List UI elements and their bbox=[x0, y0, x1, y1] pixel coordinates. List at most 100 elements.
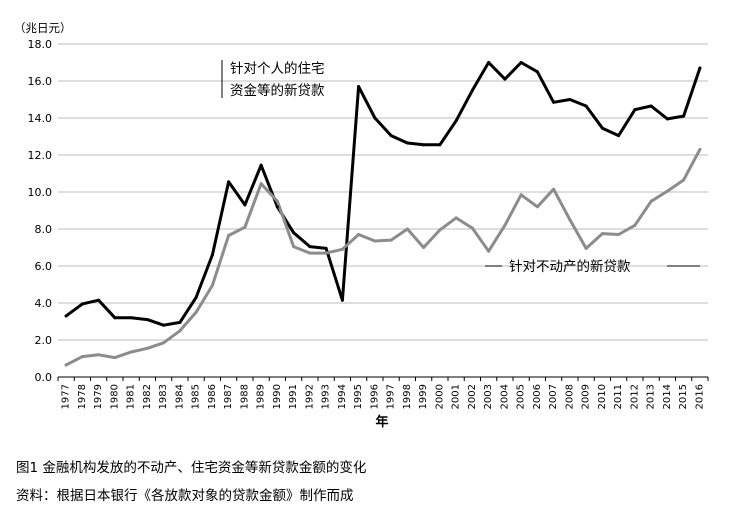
x-tick-label: 2004 bbox=[499, 384, 510, 409]
data-point bbox=[162, 341, 166, 345]
x-tick-label: 2002 bbox=[467, 384, 478, 409]
data-point bbox=[340, 298, 344, 302]
data-point bbox=[129, 350, 133, 354]
data-point bbox=[373, 116, 377, 120]
series-line-1 bbox=[64, 61, 702, 327]
data-point bbox=[422, 246, 426, 249]
data-point bbox=[145, 318, 149, 322]
data-point bbox=[227, 233, 231, 237]
data-point bbox=[80, 302, 84, 306]
x-axis: 1977 1978 1979 1980 1981 1982 1983 1984 1985 1986… bbox=[57, 376, 709, 409]
data-point bbox=[340, 247, 344, 251]
data-point bbox=[308, 245, 312, 249]
x-tick-label: 1977 bbox=[61, 384, 72, 409]
x-tick-label: 2008 bbox=[564, 384, 575, 409]
source-note: 资料：根据日本银行《各放款对象的贷款金额》制作而成 bbox=[16, 488, 354, 504]
data-point bbox=[405, 141, 409, 145]
data-point bbox=[535, 70, 539, 74]
data-point bbox=[259, 182, 263, 186]
x-tick-label: 1991 bbox=[288, 384, 299, 409]
data-point bbox=[617, 233, 621, 237]
x-tick-label: 2009 bbox=[581, 384, 592, 409]
x-tick-label: 1985 bbox=[191, 384, 202, 409]
y-unit-label: （兆日元） bbox=[14, 21, 72, 35]
x-tick-label: 1990 bbox=[272, 384, 283, 409]
data-point bbox=[373, 239, 377, 243]
x-tick-label: 2015 bbox=[678, 384, 689, 409]
data-point bbox=[292, 245, 296, 249]
data-point bbox=[64, 314, 68, 318]
data-points bbox=[64, 61, 702, 367]
x-tick-label: 2010 bbox=[597, 384, 608, 409]
x-tick-label: 1989 bbox=[256, 384, 267, 409]
data-point bbox=[243, 225, 247, 229]
y-tick-label: 2.0 bbox=[35, 334, 53, 347]
figure-caption: 图1 金融机构发放的不动产、住宅资金等新贷款金额的变化 bbox=[16, 460, 367, 476]
y-tick-label: 0.0 bbox=[35, 371, 53, 384]
y-tick-label: 18.0 bbox=[28, 38, 53, 51]
x-tick-label: 1996 bbox=[369, 384, 380, 409]
data-point bbox=[487, 249, 491, 253]
x-tick-label: 2014 bbox=[662, 384, 673, 409]
data-point bbox=[422, 143, 426, 147]
data-point bbox=[633, 223, 637, 227]
data-point bbox=[552, 100, 556, 104]
x-tick-label: 1999 bbox=[418, 384, 429, 409]
data-point bbox=[292, 231, 296, 235]
y-tick-label: 6.0 bbox=[35, 260, 53, 273]
data-point bbox=[64, 363, 68, 367]
data-point bbox=[210, 253, 214, 257]
x-tick-label: 2013 bbox=[646, 384, 657, 409]
data-point bbox=[600, 232, 604, 236]
x-tick-label: 1992 bbox=[304, 384, 315, 409]
data-point bbox=[584, 246, 588, 250]
data-point bbox=[454, 216, 458, 220]
data-point bbox=[210, 283, 214, 287]
x-tick-label: 2005 bbox=[516, 384, 527, 409]
x-tick-label: 1997 bbox=[386, 384, 397, 409]
data-point bbox=[145, 346, 149, 350]
data-point bbox=[438, 228, 442, 232]
data-point bbox=[568, 98, 572, 101]
data-point bbox=[665, 189, 669, 193]
data-point bbox=[470, 88, 474, 92]
data-point bbox=[454, 119, 458, 123]
x-tick-label: 1983 bbox=[158, 384, 169, 409]
data-point bbox=[178, 329, 182, 333]
x-tick-label: 2011 bbox=[613, 384, 624, 409]
x-tick-label: 2000 bbox=[434, 384, 445, 409]
data-point bbox=[324, 246, 328, 250]
data-point bbox=[649, 199, 653, 203]
data-point bbox=[698, 147, 702, 151]
data-point bbox=[519, 61, 523, 64]
data-point bbox=[584, 104, 588, 108]
data-point bbox=[113, 316, 117, 320]
series-label: 针对不动产的新贷款 bbox=[509, 259, 631, 275]
data-point bbox=[617, 134, 621, 138]
data-point bbox=[275, 205, 279, 209]
data-point bbox=[113, 356, 117, 360]
data-point bbox=[129, 316, 133, 320]
y-tick-label: 4.0 bbox=[35, 297, 53, 310]
data-point bbox=[682, 178, 686, 182]
x-tick-label: 1982 bbox=[142, 384, 153, 409]
data-point bbox=[649, 104, 653, 108]
data-point bbox=[243, 203, 247, 207]
y-tick-label: 16.0 bbox=[28, 75, 53, 88]
data-point bbox=[97, 353, 101, 357]
y-tick-label: 12.0 bbox=[28, 149, 53, 162]
data-point bbox=[324, 251, 328, 255]
data-point bbox=[665, 117, 669, 121]
series-lines bbox=[64, 61, 702, 367]
data-point bbox=[405, 227, 409, 231]
x-axis-title: 年 bbox=[375, 414, 388, 430]
data-point bbox=[519, 193, 523, 197]
data-point bbox=[682, 114, 686, 118]
y-axis-ticks: 0.0 2.0 4.0 6.0 8.0 10.0 12.0 14.0 16.0 18.0 bbox=[28, 38, 53, 384]
x-tick-label: 1987 bbox=[223, 384, 234, 409]
data-point bbox=[503, 77, 507, 81]
x-tick-label: 1978 bbox=[77, 384, 88, 409]
x-tick-label: 2001 bbox=[451, 384, 462, 409]
x-tick-label: 1981 bbox=[126, 384, 137, 409]
x-tick-label: 1994 bbox=[337, 384, 348, 409]
